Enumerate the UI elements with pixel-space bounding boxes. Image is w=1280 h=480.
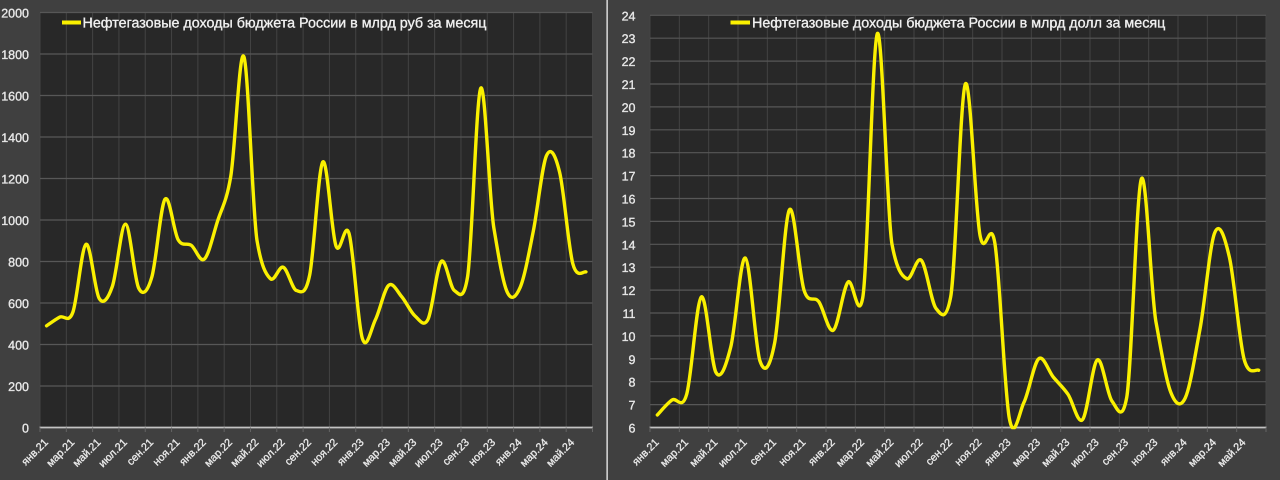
svg-text:21: 21 xyxy=(622,78,636,92)
svg-text:17: 17 xyxy=(622,170,636,184)
svg-text:2000: 2000 xyxy=(1,7,29,21)
svg-text:19: 19 xyxy=(622,124,636,138)
svg-text:Нефтегазовые доходы бюджета Ро: Нефтегазовые доходы бюджета России в млр… xyxy=(83,16,487,32)
svg-text:15: 15 xyxy=(622,215,636,229)
svg-text:12: 12 xyxy=(622,284,636,298)
svg-text:10: 10 xyxy=(622,330,636,344)
svg-text:800: 800 xyxy=(8,256,29,270)
svg-text:1800: 1800 xyxy=(1,48,29,62)
svg-text:6: 6 xyxy=(629,422,636,436)
svg-text:0: 0 xyxy=(22,422,29,436)
svg-text:400: 400 xyxy=(8,339,29,353)
svg-text:1400: 1400 xyxy=(1,131,29,145)
svg-text:Нефтегазовые доходы бюджета Ро: Нефтегазовые доходы бюджета России в млр… xyxy=(752,16,1165,32)
svg-text:1200: 1200 xyxy=(1,173,29,187)
svg-text:1000: 1000 xyxy=(1,214,29,228)
svg-text:22: 22 xyxy=(622,55,636,69)
svg-text:1600: 1600 xyxy=(1,90,29,104)
svg-text:14: 14 xyxy=(622,238,636,252)
svg-text:24: 24 xyxy=(622,9,636,23)
svg-text:200: 200 xyxy=(8,380,29,394)
svg-text:20: 20 xyxy=(622,101,636,115)
svg-text:600: 600 xyxy=(8,297,29,311)
svg-text:23: 23 xyxy=(622,32,636,46)
svg-text:18: 18 xyxy=(622,147,636,161)
svg-text:8: 8 xyxy=(629,376,636,390)
svg-text:7: 7 xyxy=(629,399,636,413)
svg-text:11: 11 xyxy=(623,307,636,321)
svg-text:13: 13 xyxy=(622,261,636,275)
svg-text:9: 9 xyxy=(629,353,636,367)
svg-text:16: 16 xyxy=(622,193,636,207)
